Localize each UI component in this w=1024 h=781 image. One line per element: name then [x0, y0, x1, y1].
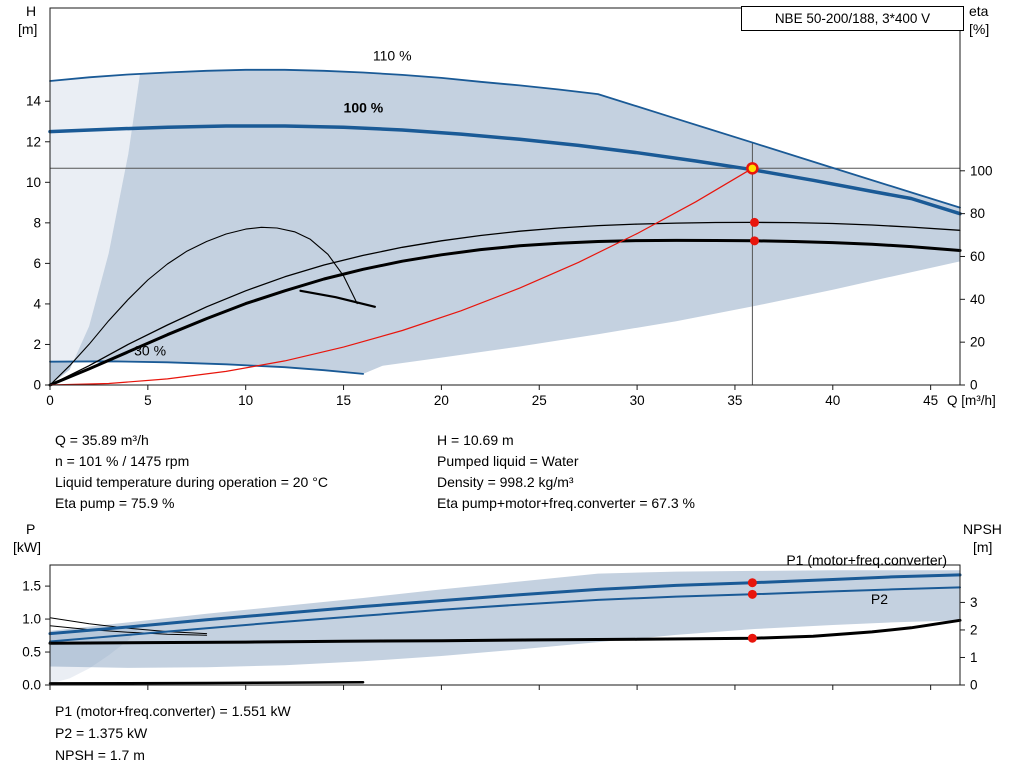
- readout-npsh: NPSH = 1.7 m: [55, 747, 145, 763]
- npsh-point: [747, 633, 757, 643]
- x-axis-label: Q [m³/h]: [947, 393, 996, 408]
- p-axis-name: P: [26, 521, 36, 537]
- y-right-tick-label: 60: [970, 249, 985, 264]
- operating-envelope: [50, 69, 960, 386]
- npsh-axis-name: NPSH: [963, 521, 1002, 537]
- eta-total-curve: [48, 238, 962, 387]
- p2-curve: [49, 586, 961, 643]
- h-axis-unit: [m]: [18, 21, 38, 37]
- label-30: 30 %: [134, 343, 166, 359]
- x-tick-label: 15: [336, 393, 351, 408]
- curve-110-percent: [49, 68, 961, 209]
- y-left-tick-label: 1.5: [22, 579, 41, 594]
- readout-eta-total: Eta pump+motor+freq.converter = 67.3 %: [437, 495, 695, 511]
- y-right-tick-label: 0: [970, 378, 978, 393]
- y-right-tick-label: 3: [970, 595, 978, 610]
- p1-curve: [48, 573, 962, 636]
- y-left-tick-label: 0: [33, 378, 41, 393]
- power-readout: P1 (motor+freq.converter) = 1.551 kW P2 …: [55, 700, 291, 766]
- y-left-tick-label: 8: [33, 215, 41, 230]
- low-flow-region: [50, 73, 140, 386]
- readout-h: H = 10.69 m: [437, 432, 514, 448]
- x-tick-label: 35: [727, 393, 742, 408]
- label-110: 110 %: [373, 48, 412, 64]
- x-tick-label: 20: [434, 393, 449, 408]
- readout-p2: P2 = 1.375 kW: [55, 725, 148, 741]
- eta-pump-curve: [49, 221, 961, 386]
- eta-curve-low-speed: [49, 226, 358, 386]
- y-left-tick-label: 1.0: [22, 612, 41, 627]
- readout-liquid: Pumped liquid = Water: [437, 453, 579, 469]
- y-left-tick-label: 6: [33, 256, 41, 271]
- y-right-tick-label: 1: [970, 650, 978, 665]
- readout-density: Density = 998.2 kg/m³: [437, 474, 574, 490]
- npsh-curve: [48, 618, 962, 645]
- x-tick-label: 45: [923, 393, 938, 408]
- pump-title-box: NBE 50-200/188, 3*400 V: [741, 6, 964, 31]
- y-right-tick-label: 100: [970, 163, 993, 178]
- plot-frame: [49, 7, 961, 386]
- power-npsh-chart: 0.0 0.5 1.0 1.5 0 1 2 3 P1 (motor+freq.converter…: [22, 552, 978, 693]
- eta-axis-unit: [%]: [969, 21, 990, 37]
- system-parabola: [49, 167, 754, 386]
- y-left-tick-label: 12: [26, 134, 41, 149]
- eta-total-point: [750, 236, 760, 246]
- y-left-tick-label: 0.0: [22, 678, 41, 693]
- x-tick-label: 30: [630, 393, 645, 408]
- duty-readout-right: H = 10.69 m Pumped liquid = Water Densit…: [437, 430, 695, 514]
- label-p1: P1 (motor+freq.converter): [786, 552, 947, 568]
- p-axis-unit: [kW]: [13, 539, 41, 555]
- y-left-tick-label: 14: [26, 94, 42, 109]
- hq-eta-chart: 0 5 10 15 20 25 30 35 40 45 0 2 4 6 8 10 12 14 0 20 40 60 80 10…: [26, 7, 996, 408]
- readout-temp: Liquid temperature during operation = 20…: [55, 474, 328, 490]
- readout-p1: P1 (motor+freq.converter) = 1.551 kW: [55, 703, 291, 719]
- eta-curve-segment: [299, 289, 376, 308]
- pump-title: NBE 50-200/188, 3*400 V: [774, 11, 931, 26]
- duty-readout-left: Q = 35.89 m³/h n = 101 % / 1475 rpm Liqu…: [55, 430, 328, 514]
- y-right-tick-label: 0: [970, 678, 978, 693]
- power-envelope: [50, 570, 960, 668]
- y-right-tick-label: 40: [970, 292, 985, 307]
- y-right-tick-label: 80: [970, 206, 985, 221]
- x-tick-label: 10: [238, 393, 253, 408]
- label-100: 100 %: [344, 99, 384, 115]
- duty-point[interactable]: [746, 162, 759, 175]
- y-left-tick-label: 4: [33, 296, 41, 311]
- y-left-tick-label: 0.5: [22, 645, 41, 660]
- p-min-speed-curve: [48, 680, 365, 685]
- readout-eta-pump: Eta pump = 75.9 %: [55, 495, 175, 511]
- y-left-tick-label: 10: [26, 175, 41, 190]
- x-tick-label: 25: [532, 393, 547, 408]
- p2-point: [747, 589, 757, 599]
- readout-n: n = 101 % / 1475 rpm: [55, 453, 190, 469]
- eta-pump-point: [750, 217, 760, 227]
- h-axis-name: H: [26, 3, 37, 19]
- y-right-tick-label: 2: [970, 622, 978, 637]
- curve-100-percent: [48, 124, 962, 216]
- x-tick-label: 5: [144, 393, 152, 408]
- npsh-axis-unit: [m]: [973, 539, 993, 555]
- x-tick-label: 0: [46, 393, 54, 408]
- y-left-tick-label: 2: [33, 337, 41, 352]
- plot-frame: [49, 564, 961, 686]
- power-low-flow-region: [50, 627, 140, 684]
- readout-q: Q = 35.89 m³/h: [55, 432, 149, 448]
- label-p2: P2: [871, 591, 888, 607]
- p1-point: [747, 578, 757, 588]
- y-right-tick-label: 20: [970, 335, 985, 350]
- eta-axis-name: eta: [969, 3, 989, 19]
- x-tick-label: 40: [825, 393, 840, 408]
- p-aux-line-2: [49, 625, 208, 636]
